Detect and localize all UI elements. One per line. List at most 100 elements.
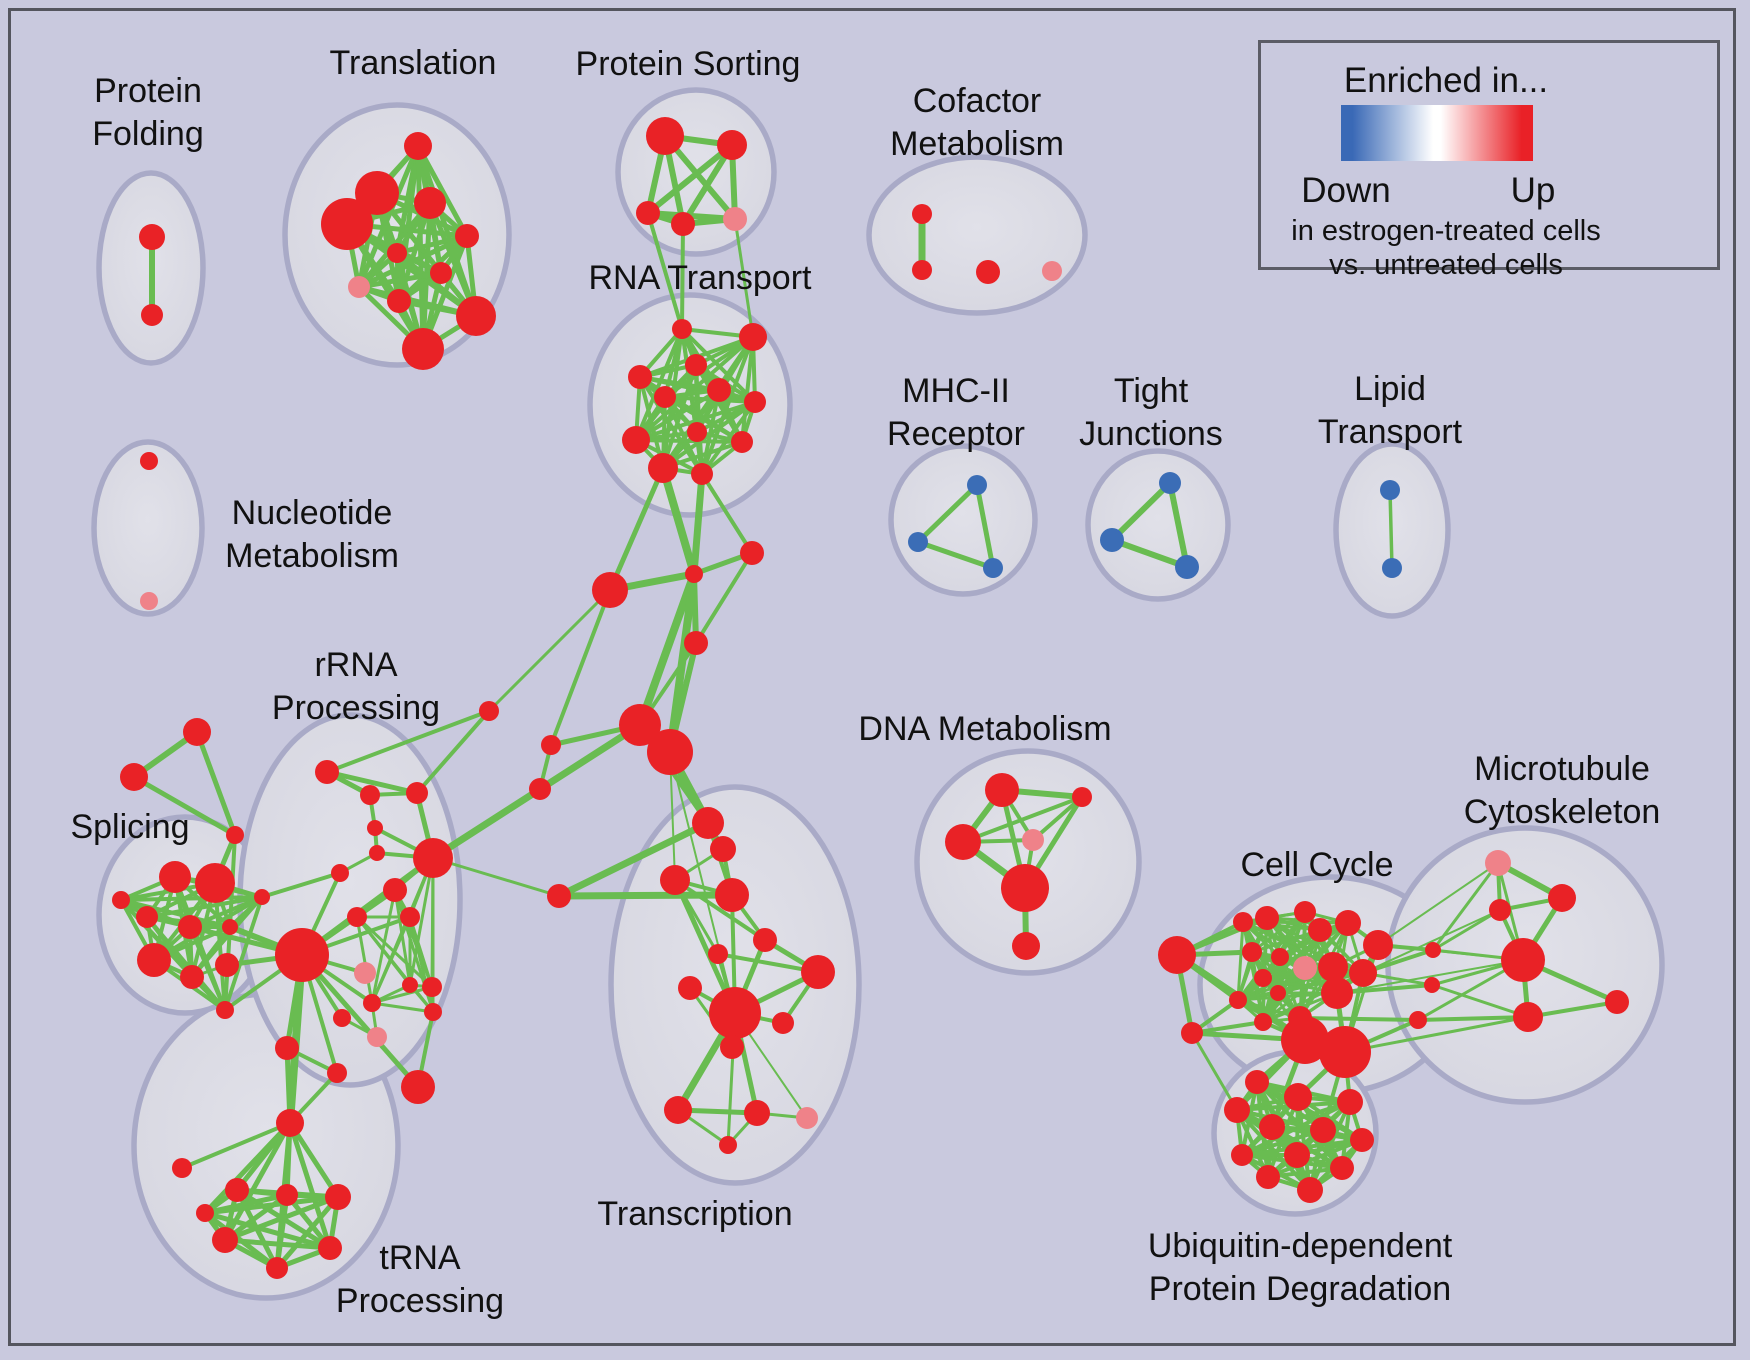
overlap-edge [370, 915, 412, 1005]
gene-set-node [967, 475, 987, 495]
gene-set-node [672, 319, 692, 339]
gene-set-node [195, 863, 235, 903]
gene-set-node [430, 262, 452, 284]
overlap-edge [638, 375, 757, 404]
gene-set-nodes-layer [112, 117, 1629, 1279]
legend-up-label: Up [1510, 171, 1556, 210]
gene-set-node [331, 864, 349, 882]
gene-set-node [720, 1035, 744, 1059]
overlap-edge [1388, 488, 1394, 570]
gene-set-node [801, 955, 835, 989]
gene-set-node [671, 212, 695, 236]
gene-set-node [321, 198, 373, 250]
cluster-label-rna-transport: RNA Transport [589, 259, 813, 297]
gene-set-node [1012, 932, 1040, 960]
overlap-edge [1109, 480, 1173, 543]
overlap-edge [408, 856, 435, 987]
gene-set-node [912, 260, 932, 280]
gene-set-node [400, 907, 420, 927]
gene-set-node [647, 729, 693, 775]
overlap-edge [1431, 908, 1502, 952]
legend-title: Enriched in... [1343, 61, 1549, 100]
overlap-edge [202, 1194, 341, 1216]
gene-set-node [1270, 985, 1286, 1001]
gene-set-node [772, 1012, 794, 1034]
gene-set-node [619, 704, 661, 746]
cluster-ellipse-nucleotide-metabolism [91, 439, 205, 617]
gene-set-node [691, 463, 713, 485]
gene-set-node [740, 541, 764, 565]
overlap-edge [274, 1192, 290, 1271]
gene-set-node [276, 1184, 298, 1206]
overlap-edge [673, 878, 767, 942]
gene-set-node [1318, 952, 1348, 982]
gene-set-node [541, 735, 561, 755]
overlap-edge [659, 464, 698, 578]
gene-set-node [367, 1027, 387, 1047]
overlap-edge [274, 1194, 341, 1271]
overlap-edge [607, 465, 666, 593]
gene-set-node [327, 1063, 347, 1083]
gene-set-node [318, 1236, 342, 1260]
gene-set-node [402, 977, 418, 993]
gene-set-node [1310, 1117, 1336, 1143]
cluster-label-dna-metabolism: DNA Metabolism [858, 710, 1111, 748]
gene-set-node [315, 760, 339, 784]
gene-set-node [136, 906, 158, 928]
gene-set-node [1231, 1144, 1253, 1166]
cluster-label-lipid-transport: Lipid Transport [1318, 370, 1463, 451]
gene-set-node [654, 386, 676, 408]
gene-set-node [180, 965, 204, 989]
gene-set-node [1489, 899, 1511, 921]
overlap-edge [287, 1120, 333, 1251]
gene-set-node [1319, 1026, 1371, 1078]
gene-set-node [1513, 1002, 1543, 1032]
gene-set-node [976, 260, 1000, 284]
overlap-edge [680, 142, 735, 227]
gene-set-node [140, 452, 158, 470]
gene-set-node [355, 171, 399, 215]
gene-set-node [140, 592, 158, 610]
overlap-edge [260, 871, 342, 899]
gene-set-node [1321, 977, 1353, 1009]
gene-set-node [215, 953, 239, 977]
overlap-edge [1109, 537, 1190, 570]
gene-set-node [1335, 910, 1361, 936]
gene-set-node [455, 224, 479, 248]
gene-set-node [387, 243, 407, 263]
overlap-edge [961, 795, 1084, 844]
cluster-label-mhc-ii-receptor: MHC-II Receptor [887, 372, 1025, 453]
overlap-edge [549, 588, 612, 747]
overlap-edge [646, 211, 684, 331]
gene-set-node [183, 718, 211, 746]
gene-set-node [401, 1070, 435, 1104]
overlap-edge [1241, 920, 1339, 995]
legend-box: Enriched in... Down Up in estrogen-treat… [1258, 40, 1720, 281]
gene-set-node [406, 782, 428, 804]
gene-set-node [1308, 918, 1332, 942]
gene-set-node [1001, 864, 1049, 912]
cluster-ellipse-mhc-ii-receptor [888, 443, 1038, 597]
overlap-edge [487, 588, 612, 713]
overlap-edge [1526, 1000, 1619, 1019]
gene-set-node [1349, 959, 1377, 987]
gene-set-node [592, 572, 628, 608]
gene-set-node [225, 1178, 249, 1202]
overlap-edge [370, 1001, 435, 1014]
gene-set-node [1100, 528, 1124, 552]
gene-set-node [1158, 936, 1196, 974]
overlap-edge [202, 1210, 333, 1251]
gene-set-node [1409, 1011, 1427, 1029]
gene-set-node [1159, 472, 1181, 494]
gene-set-node [636, 201, 660, 225]
gene-set-node [254, 889, 270, 905]
gene-set-node [1382, 558, 1402, 578]
gene-set-node [908, 532, 928, 552]
overlap-edge [1236, 920, 1245, 1002]
gene-set-node [402, 328, 444, 370]
gene-set-node [1229, 991, 1247, 1009]
cluster-ellipse-tight-junctions [1085, 448, 1231, 602]
overlap-edge [370, 985, 434, 1005]
overlap-edge [1416, 1015, 1530, 1022]
